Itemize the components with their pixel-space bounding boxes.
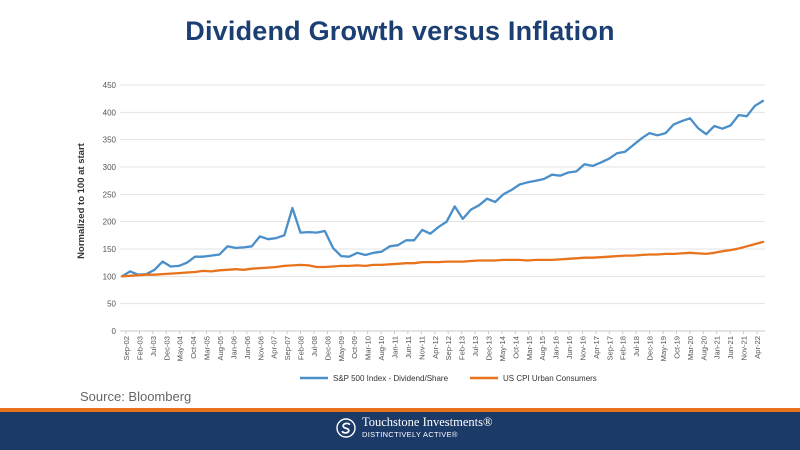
y-tick-label: 150 (103, 245, 117, 254)
y-tick-label: 250 (103, 190, 117, 199)
x-tick-label: Feb-08 (297, 336, 306, 360)
x-tick-label: Nov-21 (740, 336, 749, 360)
x-tick-label: Jun-16 (565, 336, 574, 359)
x-tick-label: Dec-13 (484, 336, 493, 360)
y-tick-label: 0 (112, 327, 117, 336)
x-tick-label: Jul-18 (632, 336, 641, 357)
x-tick-label: Sep-07 (283, 336, 292, 361)
y-axis-ticks: 0 50 100 150 200 250 300 350 400 450 (103, 81, 117, 336)
x-tick-label: Mar-20 (686, 336, 695, 360)
x-tick-label: Jul-13 (471, 336, 480, 357)
legend: S&P 500 Index - Dividend/Share US CPI Urb… (300, 374, 597, 383)
x-tick-label: Aug-05 (216, 336, 225, 361)
x-tick-label: Jul-03 (149, 336, 158, 357)
y-tick-label: 200 (103, 218, 117, 227)
x-tick-label: Oct-14 (511, 336, 520, 359)
x-tick-label: Feb-13 (458, 336, 467, 360)
x-tick-label: Apr-17 (592, 336, 601, 359)
x-axis-ticks: Sep-02 Feb-03 Jul-03 Dec-03 May-04 Oct-04 Mar-… (122, 331, 762, 361)
x-tick-label: Oct-04 (189, 336, 198, 359)
footer-accent-bar (0, 408, 800, 412)
y-tick-label: 400 (103, 108, 117, 117)
x-tick-label: Feb-03 (135, 336, 144, 360)
x-tick-label: May-09 (337, 336, 346, 361)
touchstone-logo-icon (336, 417, 356, 438)
x-tick-label: Jun-21 (726, 336, 735, 359)
x-tick-label: Nov-11 (417, 336, 426, 360)
line-chart: 0 50 100 150 200 250 300 350 400 450 Sep-02 Feb-03… (76, 81, 765, 383)
legend-label: S&P 500 Index - Dividend/Share (333, 374, 449, 383)
series-line-1 (120, 240, 765, 278)
footer: Touchstone Investments® DISTINCTIVELY AC… (0, 412, 800, 450)
y-tick-label: 450 (103, 81, 117, 90)
legend-label: US CPI Urban Consumers (503, 374, 597, 383)
y-tick-label: 100 (103, 272, 117, 281)
y-tick-label: 300 (103, 163, 117, 172)
x-tick-label: Apr-22 (753, 336, 762, 359)
x-tick-label: Sep-02 (122, 336, 131, 361)
x-tick-label: Jan-11 (391, 336, 400, 359)
chart-title: Dividend Growth versus Inflation (185, 16, 615, 46)
x-tick-label: Jan-16 (552, 336, 561, 359)
brand-name: Touchstone Investments® (362, 415, 493, 429)
x-tick-label: Oct-19 (672, 336, 681, 359)
grid (120, 84, 765, 305)
x-tick-label: Nov-06 (256, 336, 265, 360)
x-tick-label: Mar-10 (364, 336, 373, 360)
x-tick-label: Dec-18 (646, 336, 655, 360)
x-tick-label: Feb-18 (619, 336, 628, 360)
x-tick-label: May-04 (176, 336, 185, 361)
x-tick-label: Jun-06 (243, 336, 252, 359)
source-note: Source: Bloomberg (80, 389, 192, 404)
x-tick-label: Dec-08 (323, 336, 332, 360)
y-tick-label: 350 (103, 136, 117, 145)
brand-logo-block: Touchstone Investments® DISTINCTIVELY AC… (336, 415, 493, 439)
x-tick-label: Mar-05 (203, 336, 212, 360)
x-tick-label: Sep-12 (444, 336, 453, 361)
x-tick-label: Mar-15 (525, 336, 534, 360)
y-tick-label: 50 (107, 300, 116, 309)
y-axis-label: Normalized to 100 at start (76, 142, 87, 258)
brand-tagline: DISTINCTIVELY ACTIVE® (362, 429, 458, 439)
x-tick-label: Jun-11 (404, 336, 413, 359)
series (120, 99, 765, 278)
x-tick-label: Jan-21 (713, 336, 722, 359)
x-tick-label: Aug-10 (377, 336, 386, 361)
x-tick-label: Aug-20 (699, 336, 708, 361)
x-tick-label: Oct-09 (350, 336, 359, 359)
series-line-0 (120, 99, 765, 278)
x-tick-label: Apr-12 (431, 336, 440, 359)
x-tick-label: May-19 (659, 336, 668, 361)
x-tick-label: May-14 (498, 336, 507, 361)
x-tick-label: Jul-08 (310, 336, 319, 357)
x-tick-label: Apr-07 (270, 336, 279, 359)
x-tick-label: Sep-17 (605, 336, 614, 361)
x-tick-label: Jan-06 (229, 336, 238, 359)
x-tick-label: Aug-15 (538, 336, 547, 361)
x-tick-label: Dec-03 (162, 336, 171, 360)
x-tick-label: Nov-16 (578, 336, 587, 360)
